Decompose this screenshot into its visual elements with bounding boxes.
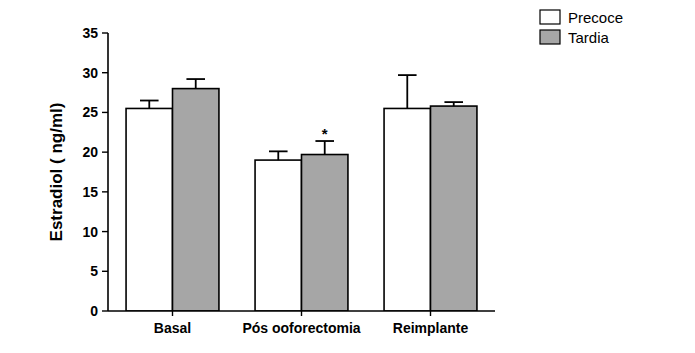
legend-swatch bbox=[540, 30, 560, 44]
x-tick bbox=[301, 311, 302, 316]
legend-label: Tardia bbox=[568, 29, 610, 46]
y-tick bbox=[102, 191, 108, 192]
error-cap bbox=[444, 101, 463, 103]
error-bar bbox=[269, 151, 288, 160]
bar bbox=[431, 106, 477, 311]
bar bbox=[126, 108, 172, 311]
y-tick bbox=[102, 72, 108, 73]
error-stem bbox=[148, 101, 150, 109]
y-tick-label: 15 bbox=[82, 184, 98, 200]
x-tick bbox=[172, 311, 173, 316]
error-bar bbox=[315, 141, 334, 155]
error-stem bbox=[406, 75, 408, 108]
legend-swatch bbox=[540, 10, 560, 24]
error-cap bbox=[140, 100, 159, 102]
bar bbox=[255, 160, 301, 311]
y-tick-label: 35 bbox=[82, 25, 98, 41]
error-bar bbox=[140, 101, 159, 109]
x-tick bbox=[430, 311, 431, 316]
error-bar bbox=[444, 102, 463, 106]
y-tick bbox=[102, 32, 108, 33]
error-stem bbox=[195, 79, 197, 89]
x-tick-label: Basal bbox=[154, 320, 191, 336]
y-tick bbox=[102, 271, 108, 272]
bar bbox=[384, 108, 430, 311]
y-tick-label: 20 bbox=[82, 144, 98, 160]
plot-area bbox=[126, 75, 477, 311]
chart-container: * 0 5 10 15 20 25 30 35 Basal Pós ooforectomia Reim… bbox=[0, 0, 695, 353]
bar bbox=[302, 155, 348, 311]
y-tick bbox=[102, 310, 108, 311]
y-axis-label: Estradiol ( ng/ml) bbox=[47, 103, 66, 242]
y-tick bbox=[102, 151, 108, 152]
y-axis-line bbox=[107, 33, 109, 311]
error-cap bbox=[398, 74, 417, 76]
y-tick bbox=[102, 231, 108, 232]
x-tick-label: Pós ooforectomia bbox=[242, 320, 360, 336]
annotation: * bbox=[322, 125, 328, 142]
y-tick-label: 10 bbox=[82, 224, 98, 240]
error-bar bbox=[398, 75, 417, 108]
x-tick-label: Reimplante bbox=[393, 320, 469, 336]
y-tick-label: 5 bbox=[90, 263, 98, 279]
error-cap bbox=[269, 150, 288, 152]
y-tick-label: 25 bbox=[82, 104, 98, 120]
error-bar bbox=[186, 79, 205, 89]
legend-label: Precoce bbox=[568, 9, 623, 26]
y-tick-label: 30 bbox=[82, 65, 98, 81]
y-tick-label: 0 bbox=[90, 303, 98, 319]
error-stem bbox=[277, 151, 279, 160]
error-stem bbox=[324, 141, 326, 155]
y-tick bbox=[102, 112, 108, 113]
chart-svg: * 0 5 10 15 20 25 30 35 Basal Pós ooforectomia Reim… bbox=[0, 0, 695, 353]
error-cap bbox=[186, 78, 205, 80]
bar bbox=[173, 89, 219, 311]
